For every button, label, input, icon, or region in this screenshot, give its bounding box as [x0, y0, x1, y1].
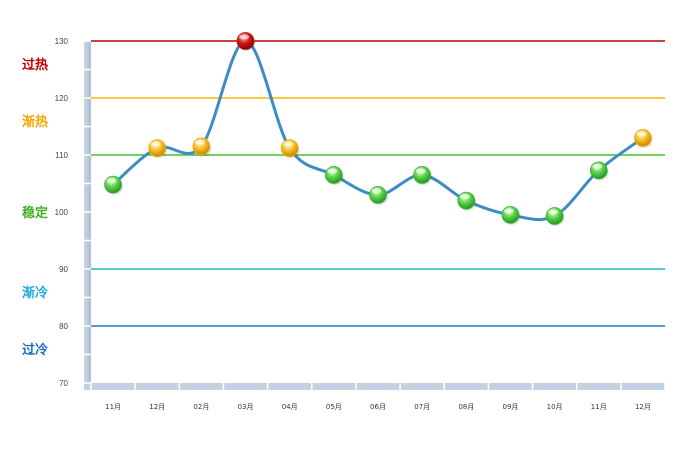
y-tick-label: 110 — [55, 151, 68, 160]
data-point — [545, 207, 565, 226]
y-tick-label: 70 — [59, 379, 68, 388]
x-tick-label: 02月 — [193, 403, 209, 411]
y-tick-label: 100 — [55, 208, 69, 217]
axes — [84, 40, 666, 390]
y-tick-label: 90 — [59, 265, 68, 274]
x-tick-label: 09月 — [503, 403, 519, 411]
x-tick-label: 12月 — [149, 403, 165, 411]
x-tick-label: 11月 — [591, 403, 607, 411]
x-tick-label: 04月 — [282, 403, 298, 411]
band-label: 过热 — [22, 57, 48, 73]
data-point — [192, 137, 212, 157]
x-tick-label: 11月 — [105, 403, 121, 411]
y-tick-label: 120 — [55, 94, 69, 103]
y-tick-label: 80 — [59, 322, 68, 331]
data-point — [413, 166, 433, 185]
data-point — [589, 161, 609, 181]
data-point — [236, 32, 256, 51]
data-point — [369, 185, 388, 205]
x-tick-label: 07月 — [414, 403, 430, 411]
data-point — [104, 175, 124, 195]
x-tick-label: 08月 — [458, 403, 474, 411]
band-label: 稳定 — [22, 205, 48, 221]
data-point — [148, 139, 168, 159]
x-tick-label: 06月 — [370, 403, 386, 411]
x-tick-label: 12月 — [635, 403, 651, 411]
band-label: 过冷 — [22, 342, 48, 358]
data-point — [501, 205, 521, 225]
x-tick-label: 05月 — [326, 403, 342, 411]
ticks: 70 80 90 100 110 120 130 11月 12月 02月 03月 04月 05月 06月 0… — [55, 37, 651, 411]
data-point — [634, 128, 653, 148]
y-axis-bar — [84, 41, 91, 390]
series-points — [104, 32, 653, 226]
threshold-lines — [91, 40, 665, 327]
x-tick-label: 10月 — [547, 403, 563, 411]
data-point — [280, 139, 300, 159]
band-label: 渐热 — [22, 114, 48, 130]
x-axis-bar — [84, 383, 665, 390]
data-point — [324, 166, 344, 185]
y-tick-label: 130 — [55, 37, 69, 46]
x-tick-label: 03月 — [238, 403, 254, 411]
data-point — [457, 191, 477, 211]
band-label: 渐冷 — [22, 285, 48, 301]
